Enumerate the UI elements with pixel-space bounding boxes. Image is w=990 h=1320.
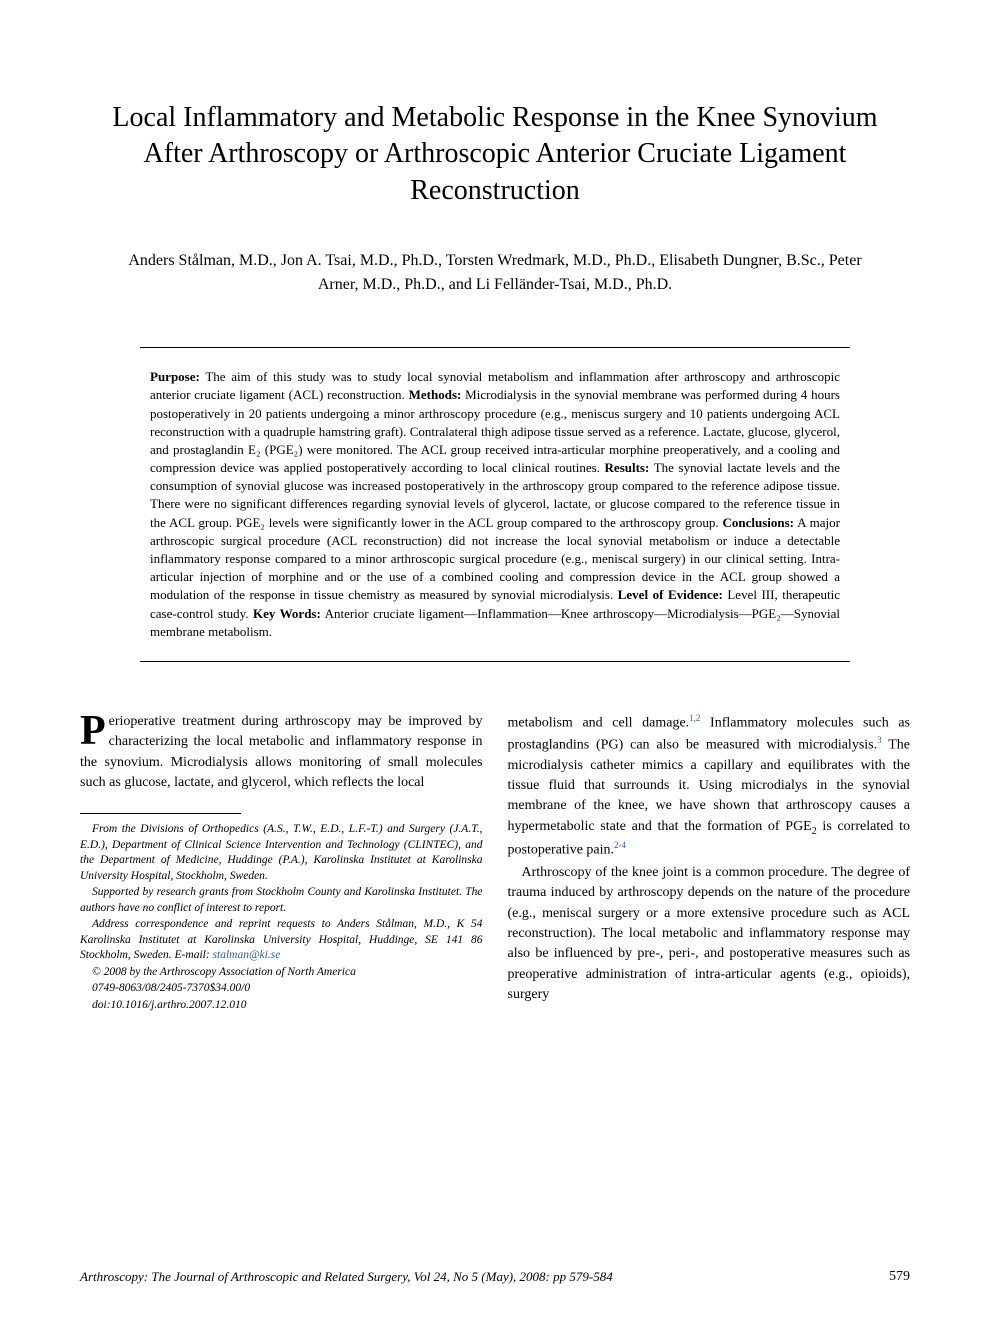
footnote-separator — [80, 813, 241, 814]
para1-rest: erioperative treatment during arthroscop… — [80, 714, 483, 790]
keywords-label: Key Words: — [253, 606, 321, 621]
correspondence-footnote: Address correspondence and reprint reque… — [80, 917, 483, 964]
doi-footnote: doi:10.1016/j.arthro.2007.12.010 — [80, 998, 483, 1014]
right-column: metabolism and cell damage.1,2 Inflammat… — [508, 712, 911, 1014]
journal-citation: Arthroscopy: The Journal of Arthroscopic… — [80, 1269, 613, 1285]
dropcap: P — [80, 712, 109, 750]
footnotes-block: From the Divisions of Orthopedics (A.S.,… — [80, 822, 483, 1013]
ref-1-2[interactable]: 1,2 — [689, 713, 700, 723]
article-title: Local Inflammatory and Metabolic Respons… — [80, 100, 910, 209]
abstract-text: Purpose: The aim of this study was to st… — [150, 368, 840, 641]
results-label: Results: — [605, 460, 650, 475]
page-number: 579 — [889, 1269, 910, 1285]
page-footer: Arthroscopy: The Journal of Arthroscopic… — [80, 1269, 910, 1285]
left-column: Perioperative treatment during arthrosco… — [80, 712, 483, 1014]
copyright-footnote: © 2008 by the Arthroscopy Association of… — [80, 965, 483, 981]
body-paragraph-1: Perioperative treatment during arthrosco… — [80, 712, 483, 793]
abstract-box: Purpose: The aim of this study was to st… — [140, 347, 850, 662]
corr-email[interactable]: stalman@ki.se — [213, 949, 281, 961]
body-columns: Perioperative treatment during arthrosco… — [80, 712, 910, 1014]
conclusions-label: Conclusions: — [722, 515, 794, 530]
corr-text: Address correspondence and reprint reque… — [80, 918, 483, 961]
loe-label: Level of Evidence: — [618, 587, 723, 602]
methods-label: Methods: — [409, 387, 462, 402]
issn-footnote: 0749-8063/08/2405-7370$34.00/0 — [80, 981, 483, 997]
purpose-label: Purpose: — [150, 369, 200, 384]
p2-part-a: metabolism and cell damage. — [508, 716, 690, 731]
support-footnote: Supported by research grants from Stockh… — [80, 885, 483, 916]
ref-2-4[interactable]: 2-4 — [614, 840, 626, 850]
authors-line: Anders Stålman, M.D., Jon A. Tsai, M.D.,… — [80, 249, 910, 297]
affiliation-footnote: From the Divisions of Orthopedics (A.S.,… — [80, 822, 483, 884]
body-paragraph-3: Arthroscopy of the knee joint is a commo… — [508, 863, 911, 1005]
body-paragraph-2: metabolism and cell damage.1,2 Inflammat… — [508, 712, 911, 861]
